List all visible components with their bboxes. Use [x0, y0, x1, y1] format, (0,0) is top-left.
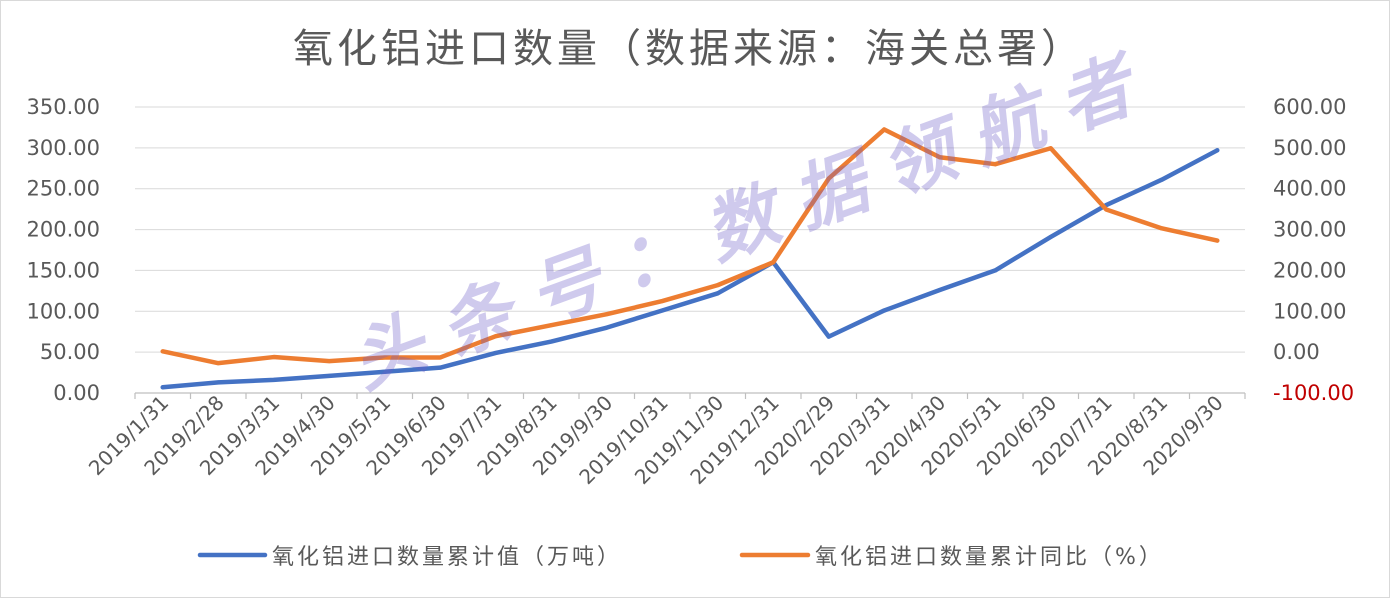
series-point-yoy-growth — [1215, 238, 1220, 243]
y-left-tick-label: 0.00 — [53, 381, 100, 405]
y-left-tick-label: 200.00 — [27, 218, 100, 242]
series-point-cumulative-volume — [826, 334, 831, 339]
series-point-cumulative-volume — [438, 365, 443, 370]
series-point-yoy-growth — [660, 299, 665, 304]
series-point-yoy-growth — [882, 127, 887, 132]
series-point-yoy-growth — [771, 260, 776, 265]
legend-label-yoy-growth: 氧化铝进口数量累计同比（%） — [815, 545, 1164, 570]
y-right-tick-label: 0.00 — [1273, 340, 1320, 364]
y-left-tick-label: 50.00 — [40, 340, 100, 364]
y-right-tick-label: 300.00 — [1273, 218, 1346, 242]
series-point-yoy-growth — [826, 176, 831, 181]
y-axis-left: 0.00 50.00 100.00 150.00 200.00 250.00 300.00 3… — [27, 95, 100, 405]
series-point-cumulative-volume — [1215, 148, 1220, 153]
y-right-tick-label: -100.00 — [1273, 381, 1354, 405]
series-point-cumulative-volume — [882, 308, 887, 313]
gridlines — [135, 106, 1245, 353]
legend-item-cumulative-volume: 氧化铝进口数量累计值（万吨） — [197, 545, 622, 570]
series-point-yoy-growth — [493, 334, 498, 339]
y-right-tick-label: 400.00 — [1273, 177, 1346, 201]
series-point-yoy-growth — [937, 155, 942, 160]
series-point-yoy-growth — [382, 355, 387, 360]
legend-label-cumulative-volume: 氧化铝进口数量累计值（万吨） — [272, 545, 622, 570]
y-right-tick-label: 500.00 — [1273, 136, 1346, 160]
series-point-yoy-growth — [160, 349, 165, 354]
series-point-yoy-growth — [1104, 207, 1109, 212]
y-right-tick-label: 200.00 — [1273, 258, 1346, 282]
series-point-yoy-growth — [438, 355, 443, 360]
series-point-cumulative-volume — [1159, 177, 1164, 182]
series-point-cumulative-volume — [937, 288, 942, 293]
series-point-yoy-growth — [1159, 226, 1164, 231]
series-point-yoy-growth — [327, 359, 332, 364]
series-line-yoy-growth — [160, 127, 1220, 366]
series-point-cumulative-volume — [660, 308, 665, 313]
y-left-tick-label: 100.00 — [27, 299, 100, 323]
series-point-cumulative-volume — [271, 377, 276, 382]
series-point-yoy-growth — [604, 312, 609, 317]
y-right-tick-label: 600.00 — [1273, 95, 1346, 119]
series-point-cumulative-volume — [493, 350, 498, 355]
series-point-yoy-growth — [1048, 146, 1053, 151]
series-point-cumulative-volume — [160, 385, 165, 390]
series-point-cumulative-volume — [715, 291, 720, 296]
y-left-tick-label: 150.00 — [27, 258, 100, 282]
legend: 氧化铝进口数量累计值（万吨） 氧化铝进口数量累计同比（%） — [197, 545, 1164, 570]
y-axis-right: -100.00 0.00 100.00 200.00 300.00 400.00 500.0… — [1273, 95, 1354, 405]
y-left-tick-label: 300.00 — [27, 136, 100, 160]
series-point-cumulative-volume — [382, 369, 387, 374]
series-point-yoy-growth — [993, 162, 998, 167]
series-point-cumulative-volume — [216, 380, 221, 385]
series-point-yoy-growth — [715, 283, 720, 288]
series-point-cumulative-volume — [327, 373, 332, 378]
series-layer — [160, 127, 1220, 390]
series-point-cumulative-volume — [1048, 234, 1053, 239]
series-point-cumulative-volume — [993, 268, 998, 273]
series-point-yoy-growth — [271, 355, 276, 360]
chart-title: 氧化铝进口数量（数据来源：海关总署） — [293, 26, 1085, 72]
y-left-tick-label: 250.00 — [27, 177, 100, 201]
series-point-yoy-growth — [549, 323, 554, 328]
series-line-cumulative-volume — [160, 148, 1220, 390]
series-point-cumulative-volume — [549, 339, 554, 344]
y-right-tick-label: 100.00 — [1273, 299, 1346, 323]
series-point-cumulative-volume — [604, 325, 609, 330]
series-point-yoy-growth — [216, 361, 221, 366]
y-left-tick-label: 350.00 — [27, 95, 100, 119]
legend-item-yoy-growth: 氧化铝进口数量累计同比（%） — [739, 545, 1164, 570]
